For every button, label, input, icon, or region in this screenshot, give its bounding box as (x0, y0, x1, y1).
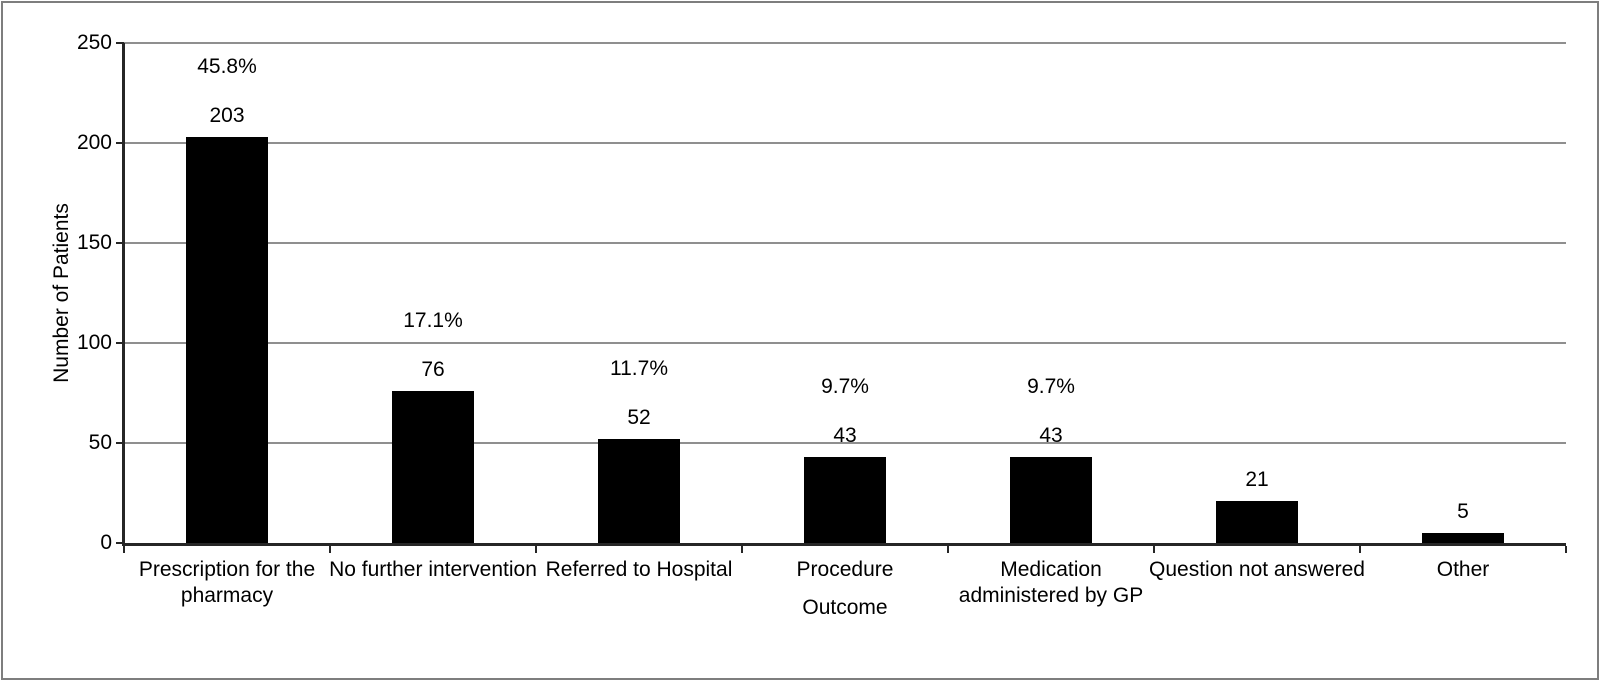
bar-percent-label: 17.1% (403, 309, 463, 332)
x-axis-tick (1359, 546, 1361, 553)
bar-count-label: 5 (1457, 500, 1469, 523)
y-axis-tick (116, 542, 124, 544)
bar (804, 457, 886, 543)
bar-percent-label: 45.8% (197, 55, 257, 78)
category-label: Prescription for the pharmacy (138, 558, 316, 607)
y-axis-tick (116, 442, 124, 444)
category-label: Medication administered by GP (958, 558, 1144, 607)
y-tick-label: 0 (100, 531, 112, 554)
y-axis-tick (116, 142, 124, 144)
y-axis-tick (116, 42, 124, 44)
category-label: No further intervention (329, 558, 537, 581)
bar-count-label: 52 (627, 406, 651, 429)
gridline (124, 342, 1566, 344)
bar-count-label: 76 (421, 358, 445, 381)
x-axis-line (122, 543, 1566, 546)
bar-count-label: 43 (1039, 424, 1063, 447)
bar-count-label: 43 (833, 424, 857, 447)
gridline (124, 42, 1566, 44)
x-axis-tick (535, 546, 537, 553)
x-axis-tick (329, 546, 331, 553)
bar-percent-label: 9.7% (821, 375, 869, 398)
y-axis-tick (116, 242, 124, 244)
bar-count-label: 21 (1245, 468, 1269, 491)
x-axis-tick (947, 546, 949, 553)
y-tick-label: 150 (76, 231, 112, 254)
bar-count-label: 203 (209, 104, 245, 127)
bar (1010, 457, 1092, 543)
category-label: Referred to Hospital (545, 558, 733, 581)
x-axis-tick (1565, 546, 1567, 553)
y-tick-label: 100 (76, 331, 112, 354)
gridline (124, 242, 1566, 244)
y-tick-label: 250 (76, 31, 112, 54)
bar-percent-label: 9.7% (1027, 375, 1075, 398)
bar (1216, 501, 1298, 543)
bar-percent-label: 11.7% (610, 357, 668, 380)
category-label: Procedure (796, 558, 894, 581)
category-label: Question not answered (1149, 558, 1365, 581)
category-label: Other (1436, 558, 1490, 581)
gridline (124, 442, 1566, 444)
y-tick-label: 50 (88, 431, 112, 454)
y-axis-tick (116, 342, 124, 344)
bar (598, 439, 680, 543)
x-axis-tick (741, 546, 743, 553)
gridline (124, 142, 1566, 144)
x-axis-tick (1153, 546, 1155, 553)
y-axis-line (122, 43, 125, 543)
bar (186, 137, 268, 543)
x-axis-tick (123, 546, 125, 553)
bar (392, 391, 474, 543)
bar (1422, 533, 1504, 543)
y-tick-label: 200 (76, 131, 112, 154)
x-axis-title: Outcome (802, 596, 888, 619)
